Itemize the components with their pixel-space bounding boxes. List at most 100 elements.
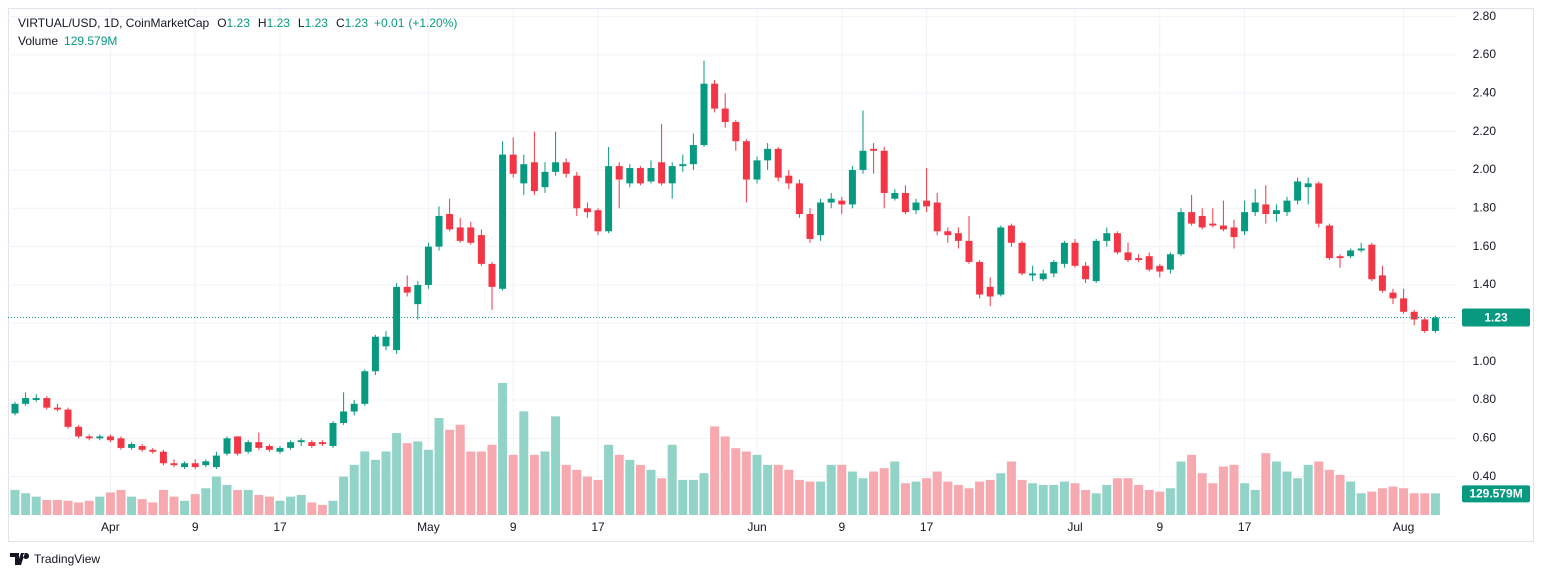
volume-bar bbox=[1377, 488, 1387, 515]
candle-body bbox=[22, 398, 30, 404]
volume-bar bbox=[1388, 486, 1398, 515]
x-tick-label: 17 bbox=[591, 520, 605, 534]
y-tick-label: 2.60 bbox=[1473, 47, 1497, 61]
candle-body bbox=[1421, 319, 1429, 331]
ohlc-value: 1.23 bbox=[345, 16, 369, 30]
volume-bar bbox=[1208, 483, 1218, 515]
candle-body bbox=[149, 449, 157, 452]
candle-body bbox=[965, 240, 973, 262]
candle-body bbox=[170, 463, 178, 466]
candle-body bbox=[371, 336, 379, 372]
volume-bar bbox=[445, 429, 455, 515]
candle-body bbox=[64, 409, 72, 427]
volume-bar bbox=[1420, 493, 1430, 515]
candle-body bbox=[212, 455, 220, 468]
candle-body bbox=[954, 233, 962, 241]
volume-label-box bbox=[1462, 485, 1530, 503]
ohlc-value: 1.23 bbox=[305, 16, 329, 30]
candle-body bbox=[1092, 240, 1100, 282]
candle-body bbox=[1188, 212, 1196, 224]
volume-bar bbox=[487, 444, 497, 515]
volume-bar bbox=[423, 449, 433, 515]
candle-body bbox=[414, 284, 422, 305]
candle-body bbox=[594, 210, 602, 232]
volume-title: Volume 129.579M bbox=[18, 34, 117, 48]
candle-body bbox=[976, 261, 984, 295]
volume-bar bbox=[805, 481, 815, 515]
candle-body bbox=[488, 263, 496, 287]
candle-body bbox=[106, 436, 114, 441]
candle-body bbox=[679, 164, 687, 167]
volume-pane bbox=[10, 382, 1440, 515]
candle-body bbox=[96, 436, 104, 439]
volume-bar bbox=[116, 489, 126, 515]
candle-body bbox=[202, 461, 210, 466]
candle-body bbox=[43, 398, 51, 408]
candle-body bbox=[1135, 258, 1143, 261]
candle-body bbox=[668, 166, 676, 184]
volume-bar bbox=[1165, 488, 1175, 515]
volume-bar bbox=[1356, 493, 1366, 515]
volume-bar bbox=[466, 451, 476, 515]
candle-body bbox=[541, 171, 549, 188]
candle-body bbox=[11, 403, 19, 414]
candle-body bbox=[891, 192, 899, 199]
volume-bar bbox=[498, 382, 508, 515]
volume-bar bbox=[699, 473, 709, 515]
candle-body bbox=[1262, 204, 1270, 215]
volume-bar bbox=[275, 500, 285, 515]
volume-bar bbox=[858, 478, 868, 515]
y-tick-label: 2.00 bbox=[1473, 162, 1497, 176]
candle-body bbox=[753, 160, 761, 180]
x-tick-label: Aug bbox=[1393, 520, 1414, 534]
volume-bar bbox=[1409, 493, 1419, 515]
candle-body bbox=[817, 202, 825, 236]
volume-bar bbox=[614, 454, 624, 515]
candle-body bbox=[1283, 200, 1291, 213]
volume-bar bbox=[1430, 493, 1440, 515]
volume-bar bbox=[349, 464, 359, 515]
candle-body bbox=[75, 426, 83, 437]
candle-body bbox=[520, 164, 528, 184]
y-tick-label: 0.60 bbox=[1473, 430, 1497, 444]
candle-body bbox=[1431, 317, 1439, 331]
volume-bar bbox=[1123, 478, 1133, 515]
candle-body bbox=[1145, 256, 1153, 270]
volume-bar bbox=[84, 500, 94, 515]
volume-bar bbox=[1081, 489, 1091, 515]
candle-body bbox=[711, 83, 719, 109]
volume-bar bbox=[1059, 481, 1069, 515]
y-tick-label: 2.80 bbox=[1473, 9, 1497, 23]
volume-bar bbox=[434, 418, 444, 515]
candle-body bbox=[1241, 212, 1249, 232]
volume-bar bbox=[996, 473, 1006, 515]
volume-bar bbox=[975, 481, 985, 515]
candle-body bbox=[297, 440, 305, 443]
ohlc-key: H bbox=[258, 16, 267, 30]
candle-body bbox=[1251, 202, 1259, 213]
volume-bar bbox=[773, 464, 783, 515]
chart-frame bbox=[8, 8, 1534, 542]
brand-text: TradingView bbox=[34, 552, 100, 566]
candle-body bbox=[467, 227, 475, 243]
candle-body bbox=[901, 192, 909, 213]
volume-bar bbox=[1112, 478, 1122, 515]
y-tick-label: 1.80 bbox=[1473, 200, 1497, 214]
volume-bar bbox=[847, 471, 857, 515]
candle-body bbox=[1039, 273, 1047, 280]
x-tick-label: 9 bbox=[510, 520, 517, 534]
candle-body bbox=[1294, 181, 1302, 201]
volume-header-value: 129.579M bbox=[64, 34, 117, 48]
volume-bar bbox=[625, 459, 635, 515]
volume-bar bbox=[317, 504, 327, 515]
volume-bar bbox=[264, 496, 274, 515]
candle-body bbox=[933, 202, 941, 232]
candle-body bbox=[276, 447, 284, 452]
volume-bar bbox=[42, 499, 52, 515]
y-tick-label: 0.80 bbox=[1473, 392, 1497, 406]
candle-body bbox=[308, 442, 316, 446]
volume-bar bbox=[752, 454, 762, 515]
volume-bar bbox=[922, 478, 932, 515]
candle-body bbox=[53, 407, 61, 410]
y-tick-label: 1.40 bbox=[1473, 277, 1497, 291]
